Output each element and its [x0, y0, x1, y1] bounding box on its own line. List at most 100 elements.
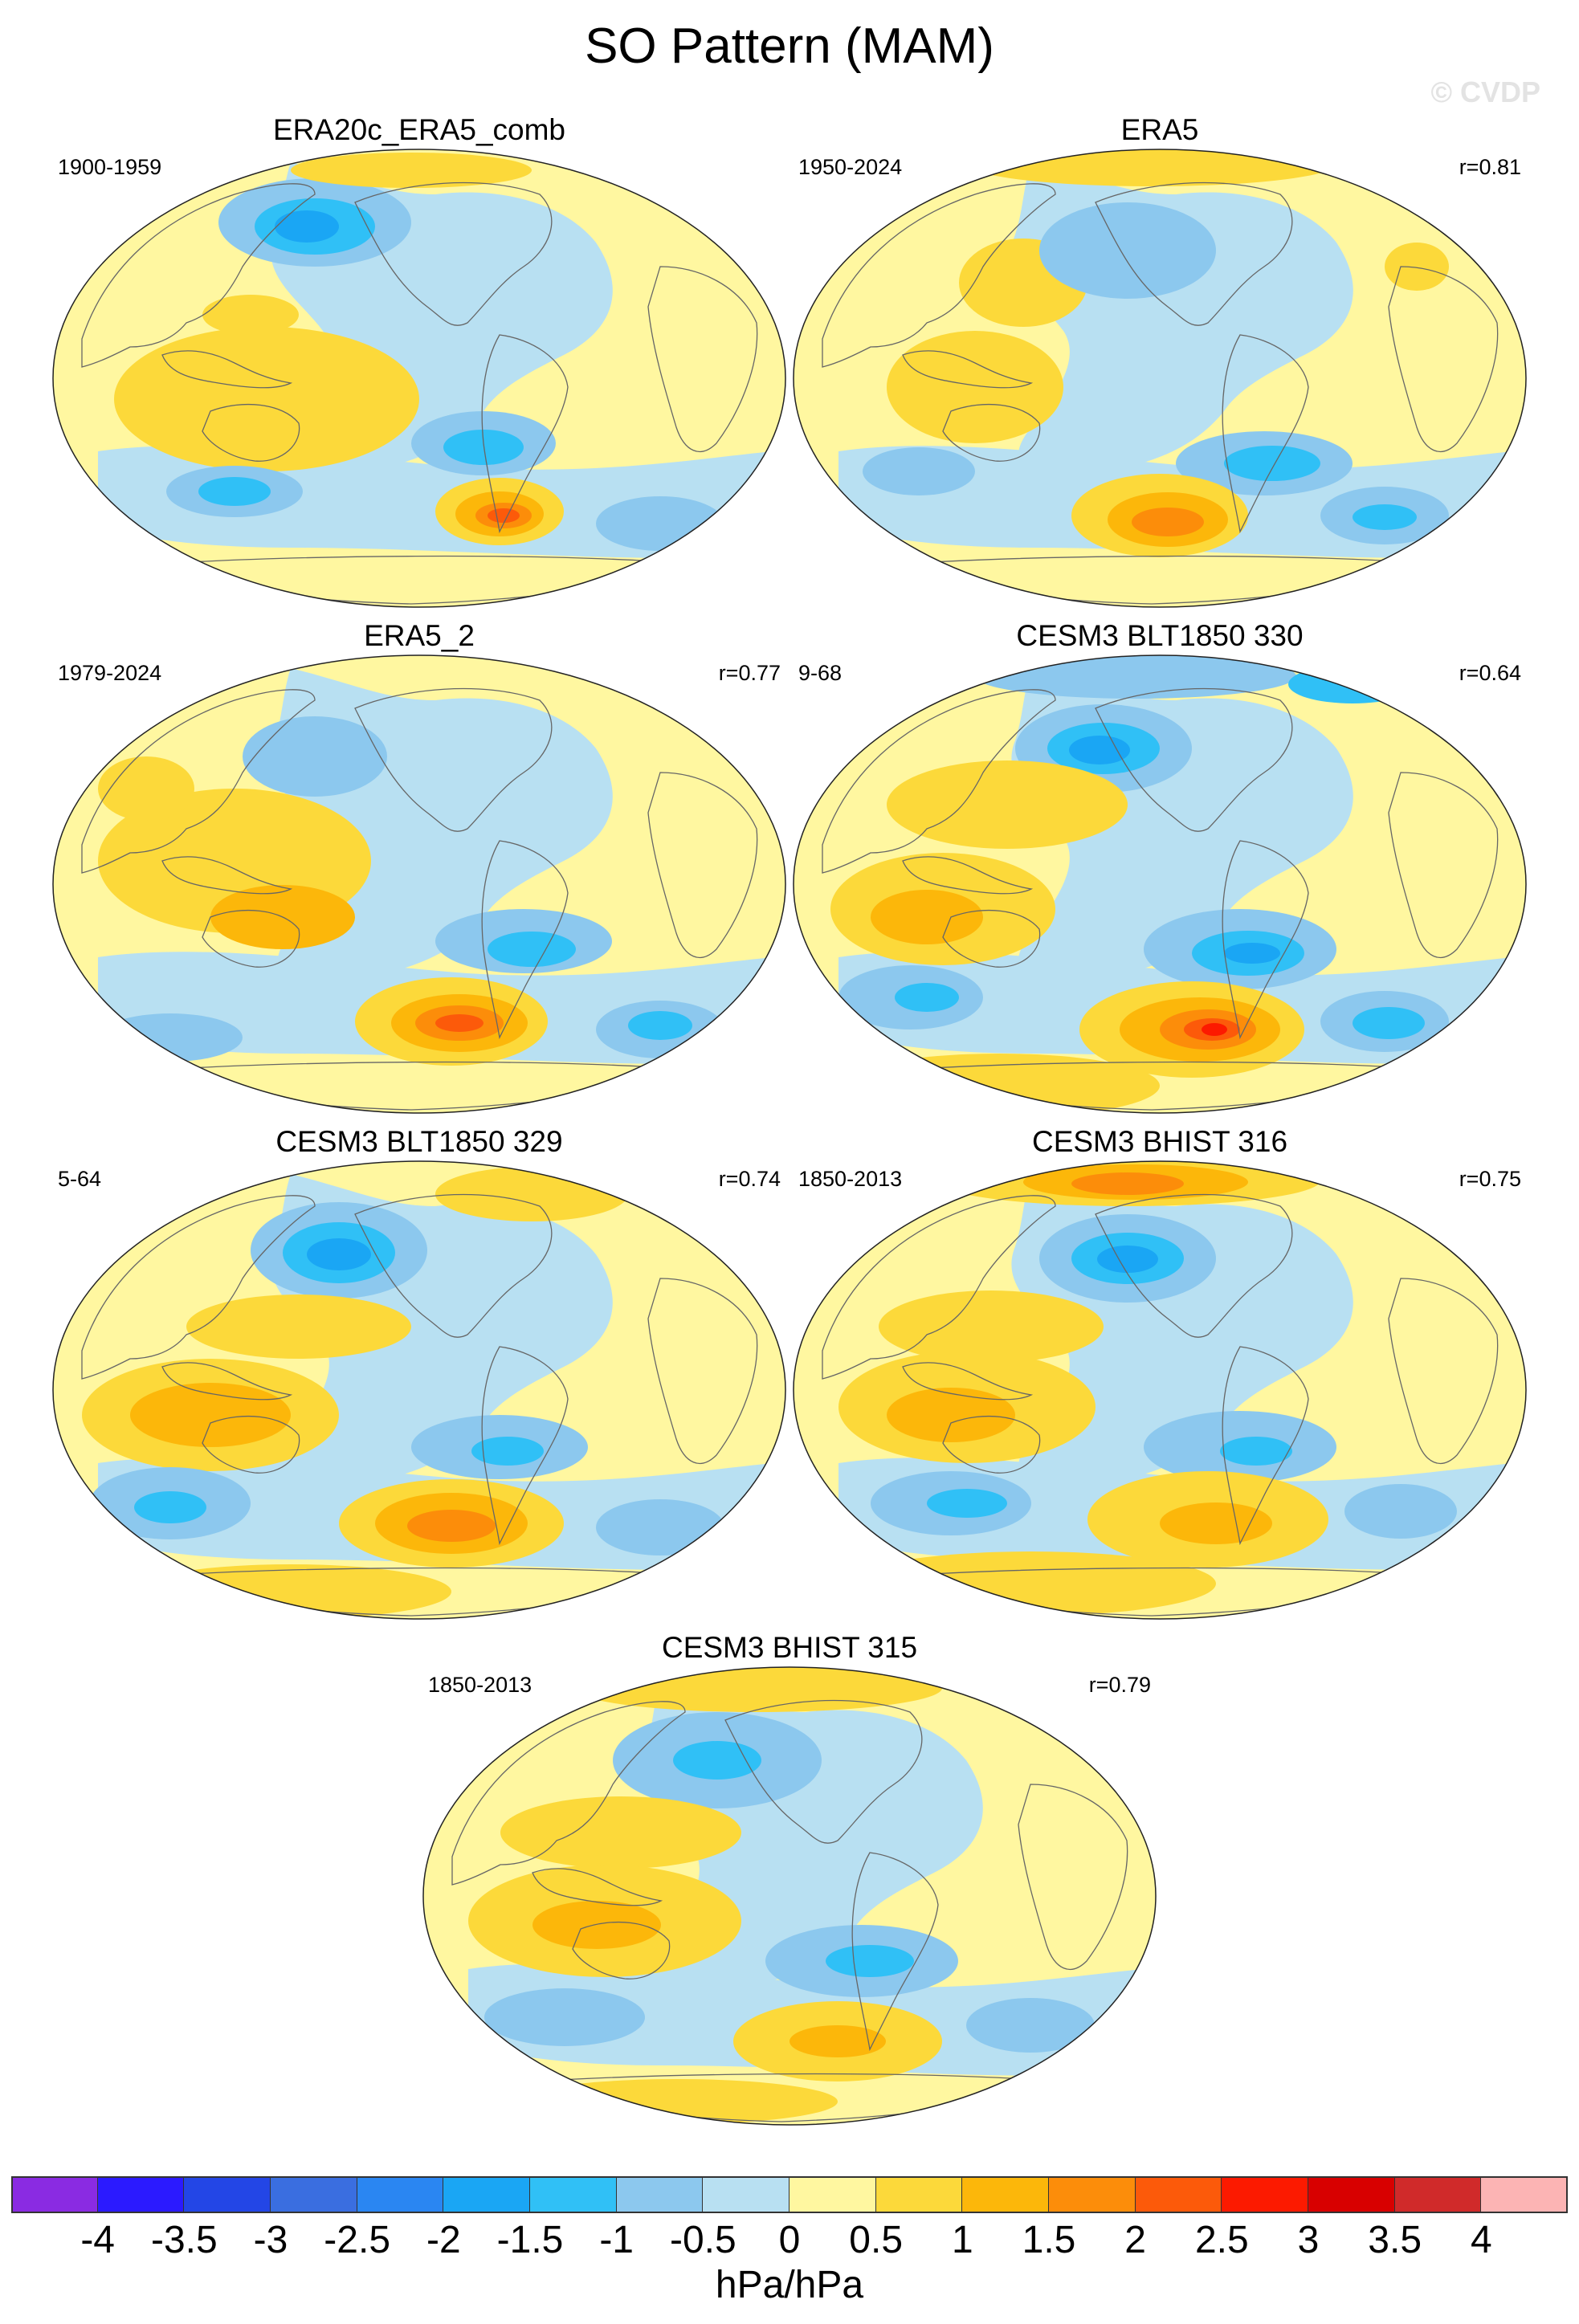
colorbar-tick-label: -2 [426, 2219, 461, 2261]
coastline [354, 181, 553, 326]
pattern-map [52, 654, 786, 1114]
anomaly-contour [186, 1295, 411, 1359]
coastline [81, 689, 316, 874]
colorbar-tick-label: 2.5 [1194, 2219, 1249, 2261]
panel-correlation: r=0.77 [718, 661, 781, 685]
anomaly-contour [596, 1499, 724, 1555]
colorbar-tick-label: -4 [80, 2219, 115, 2261]
panel-years: 9-68 [798, 661, 843, 685]
anomaly-contour [1353, 504, 1417, 530]
anomaly-contour [443, 430, 524, 465]
anomaly-contour [1202, 1023, 1227, 1036]
colorbar-swatch [1049, 2176, 1136, 2213]
anomaly-contour [130, 1383, 291, 1447]
colorbar-tick-label: -2.5 [324, 2219, 391, 2261]
colorbar-swatch [1222, 2176, 1308, 2213]
anomaly-contour [471, 1437, 544, 1466]
colorbar-tick-label: 2 [1124, 2219, 1147, 2261]
coastline [81, 183, 316, 368]
panel-correlation: r=0.75 [1459, 1167, 1521, 1191]
anomaly-contour [573, 1667, 942, 1712]
colorbar-swatch [875, 2176, 963, 2213]
colorbar-tick-label: 3 [1297, 2219, 1320, 2261]
panel-years: 1850-2013 [428, 1673, 532, 1697]
panel-correlation: r=0.79 [1088, 1673, 1151, 1697]
coastline [822, 689, 1056, 874]
anomaly-contour [1385, 243, 1449, 291]
coastline [1095, 1193, 1293, 1338]
coastline [481, 334, 569, 534]
colorbar-units: hPa/hPa [715, 2264, 864, 2306]
coastline [202, 404, 300, 462]
anomaly-contour [895, 983, 959, 1012]
coastline [647, 266, 758, 452]
pattern-map [422, 1666, 1157, 2126]
anomaly-contour [1132, 508, 1204, 536]
map-border [793, 1160, 1527, 1620]
coastline [481, 1346, 569, 1546]
map-border [793, 654, 1527, 1114]
coastline [481, 840, 569, 1040]
anomaly-contour [863, 447, 975, 495]
anomaly-contour [500, 1796, 741, 1869]
coastline [822, 1195, 1056, 1380]
map-panel: CESM3 BLT1850 329 5-64 r=0.74 [50, 1124, 789, 1622]
colorbar-tick-label: 1 [951, 2219, 973, 2261]
panel-correlation: r=0.64 [1459, 661, 1521, 685]
colorbar-tick-label: -0.5 [669, 2219, 736, 2261]
figure-title: SO Pattern (MAM) [585, 18, 994, 74]
colorbar-swatch [1135, 2176, 1222, 2213]
coastline [1222, 1346, 1309, 1546]
anomaly-contour [1160, 1502, 1272, 1544]
coastline [902, 350, 1034, 389]
coastline [161, 350, 293, 389]
coastline [647, 772, 758, 958]
coastline [647, 1278, 758, 1464]
coastline [354, 687, 553, 832]
anomaly-contour [673, 1741, 761, 1780]
colorbar-tick-label: 4 [1470, 2219, 1492, 2261]
anomaly-contour [1344, 1484, 1457, 1539]
panel-title: CESM3 BHIST 316 [1031, 1125, 1288, 1158]
map-panel: ERA5 1950-2024 r=0.81 [790, 112, 1529, 610]
anomaly-contour [1097, 1246, 1158, 1273]
coastline [902, 856, 1034, 895]
anomaly-contour [435, 1014, 483, 1032]
anomaly-contour [966, 1998, 1095, 2053]
map-panel: CESM3 BLT1850 330 9-68 r=0.64 [790, 618, 1529, 1116]
coastline [1388, 772, 1499, 958]
pattern-map [52, 1160, 786, 1620]
pattern-map [793, 654, 1527, 1114]
map-panel: ERA20c_ERA5_comb 1900-1959 [50, 112, 789, 610]
coastline [161, 856, 293, 895]
map-border [52, 149, 786, 608]
map-border [52, 1160, 786, 1620]
anomaly-contour [407, 1510, 496, 1542]
anomaly-contour [275, 210, 339, 243]
anomaly-contour [202, 295, 299, 335]
panel-correlation: r=0.81 [1459, 155, 1521, 179]
map-panel: CESM3 BHIST 315 1850-2013 r=0.79 [420, 1630, 1159, 2128]
coastline [724, 1699, 923, 1844]
anomaly-contour [628, 1011, 692, 1040]
coastline [1095, 687, 1293, 832]
colorbar-tick-label: 0.5 [849, 2219, 904, 2261]
panel-title: ERA5_2 [364, 619, 475, 652]
panel-correlation: r=0.74 [718, 1167, 781, 1191]
anomaly-contour [879, 1290, 1104, 1363]
anomaly-contour [596, 496, 724, 551]
anomaly-contour [243, 716, 387, 797]
colorbar-swatch [357, 2176, 444, 2213]
coastline [1222, 840, 1309, 1040]
anomaly-contour [130, 1564, 451, 1619]
colorbar-tick-label: -3.5 [150, 2219, 218, 2261]
coastline [822, 183, 1056, 368]
coastline [451, 1701, 686, 1886]
panel-title: CESM3 BHIST 315 [661, 1631, 918, 1664]
anomaly-contour [1288, 665, 1417, 703]
colorbar-swatch [97, 2176, 185, 2213]
anomaly-contour [887, 331, 1063, 443]
anomaly-contour [98, 756, 194, 821]
anomaly-contour [198, 477, 271, 506]
colorbar-swatch [184, 2176, 271, 2213]
